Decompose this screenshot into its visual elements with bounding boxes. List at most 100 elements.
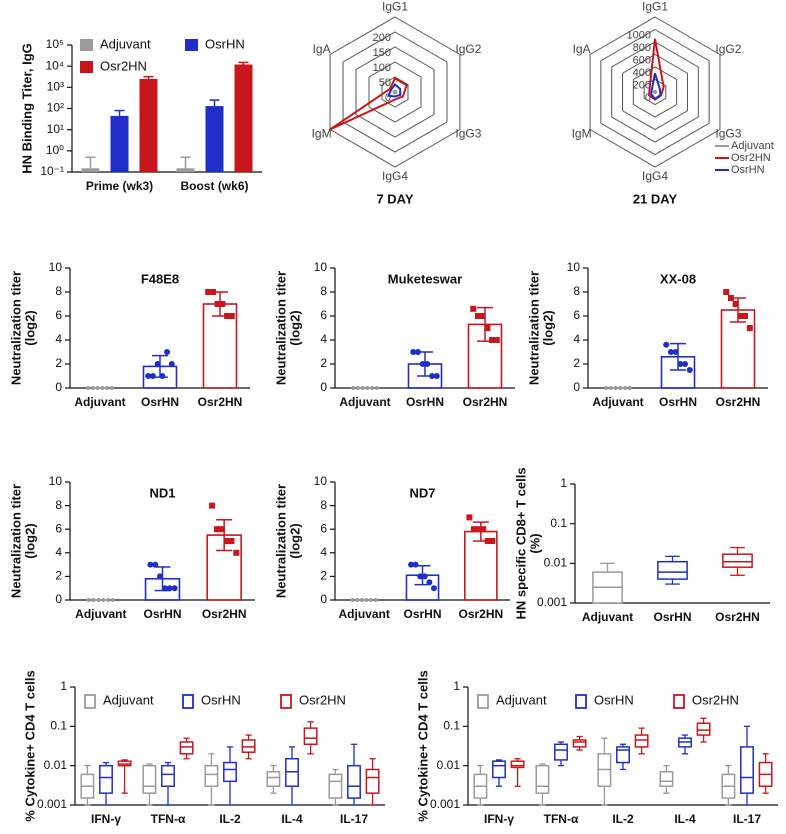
y-tick-label: 10⁰ xyxy=(46,143,64,157)
y-axis-label: (%) xyxy=(527,533,542,553)
y-axis-label: HN Binding Titer, IgG xyxy=(19,43,34,173)
x-tick-label: TFN-α xyxy=(544,812,579,826)
y-tick-label: 0 xyxy=(320,592,327,606)
box xyxy=(616,746,630,764)
x-tick-label: Osr2HN xyxy=(715,610,760,624)
legend-label: Osr2HN xyxy=(299,692,346,707)
chart-title: Muketeswar xyxy=(388,271,462,286)
data-point xyxy=(604,386,609,390)
radar-axis-label: IgG1 xyxy=(642,0,668,13)
legend-label: Osr2HN xyxy=(100,58,147,73)
y-tick-label: 0.001 xyxy=(37,797,67,811)
legend-swatch xyxy=(80,39,93,51)
x-tick-label: OsrHN xyxy=(143,607,181,621)
x-tick-label: Boost (wk6) xyxy=(180,179,248,193)
data-point xyxy=(737,313,744,319)
data-point xyxy=(223,538,230,544)
data-point xyxy=(166,585,173,592)
data-point xyxy=(433,373,440,379)
data-point xyxy=(350,598,355,602)
box xyxy=(179,741,194,755)
chart-title: 7 DAY xyxy=(376,191,413,206)
y-tick-label: 1 xyxy=(60,679,67,693)
data-point xyxy=(484,325,491,331)
legend-swatch xyxy=(185,39,198,51)
radar-series xyxy=(392,89,398,95)
legend-label: Adjuvant xyxy=(100,36,151,51)
y-tick-label: 2 xyxy=(573,356,580,370)
data-point xyxy=(96,598,101,602)
data-point xyxy=(429,373,436,379)
data-point xyxy=(224,313,231,319)
x-tick-label: IL-2 xyxy=(612,812,634,826)
data-point xyxy=(209,289,216,295)
data-point xyxy=(106,598,111,602)
r-tick-label: 0 xyxy=(645,92,651,104)
y-tick-label: 0.01 xyxy=(437,758,461,772)
data-point xyxy=(365,386,370,390)
data-point xyxy=(475,526,482,533)
x-tick-label: OsrHN xyxy=(403,607,441,621)
data-point xyxy=(742,313,749,319)
x-tick-label: Adjuvant xyxy=(338,607,389,621)
y-tick-label: 10⁴ xyxy=(45,58,64,72)
data-point xyxy=(213,526,220,533)
box xyxy=(223,761,237,783)
x-tick-label: Osr2HN xyxy=(202,607,247,621)
data-point xyxy=(86,386,91,390)
data-point xyxy=(168,361,175,367)
radar-axis-label: IgA xyxy=(313,42,331,56)
legend-label: Adjuvant xyxy=(496,692,547,707)
legend-label: Osr2HN xyxy=(692,692,739,707)
radar-ring xyxy=(622,53,688,131)
y-tick-label: 8 xyxy=(55,498,62,512)
legend-swatch xyxy=(80,61,93,73)
radar-series xyxy=(652,89,658,95)
legend-label: Osr2HN xyxy=(731,152,771,164)
box xyxy=(572,739,587,748)
radar-ring xyxy=(381,76,409,108)
data-point xyxy=(228,313,235,319)
data-point xyxy=(479,313,486,319)
radar-ring xyxy=(329,16,461,168)
legend-swatch xyxy=(575,694,587,709)
x-tick-label: Adjuvant xyxy=(75,607,126,621)
x-tick-label: Osr2HN xyxy=(198,395,243,409)
data-point xyxy=(723,289,730,295)
data-point xyxy=(95,386,100,390)
x-tick-label: Adjuvant xyxy=(74,395,125,409)
y-tick-label: 0.1 xyxy=(50,719,67,733)
y-tick-label: 10 xyxy=(49,260,63,274)
data-point xyxy=(470,526,477,533)
radar-axis-label: IgA xyxy=(573,42,591,56)
data-point xyxy=(426,579,433,586)
data-point xyxy=(164,349,171,355)
r-tick-label: 1000 xyxy=(627,29,651,41)
y-tick-label: 10 xyxy=(567,260,581,274)
radar-axis-label: IgG2 xyxy=(715,42,741,56)
y-tick-label: 4 xyxy=(320,332,327,346)
r-tick-label: 150 xyxy=(373,47,391,59)
box xyxy=(99,764,113,794)
data-point xyxy=(613,386,618,390)
r-tick-label: 200 xyxy=(373,32,391,44)
data-point xyxy=(355,598,360,602)
data-point xyxy=(161,585,168,592)
box xyxy=(696,722,711,736)
y-tick-label: 2 xyxy=(55,569,62,583)
data-point xyxy=(105,386,110,390)
y-tick-label: 0.001 xyxy=(537,595,567,609)
data-point xyxy=(493,337,500,343)
y-axis-label: Neutralization titer xyxy=(273,484,288,598)
y-tick-label: 4 xyxy=(573,332,580,346)
y-tick-label: 0.1 xyxy=(550,516,567,530)
x-tick-label: IL-17 xyxy=(733,812,761,826)
y-axis-label: (log2) xyxy=(287,310,302,345)
chart-title: 21 DAY xyxy=(633,191,678,206)
legend-swatch xyxy=(477,694,489,709)
data-point xyxy=(370,386,375,390)
data-point xyxy=(149,373,156,379)
data-point xyxy=(430,585,437,592)
y-tick-label: 0 xyxy=(55,592,62,606)
y-tick-label: 4 xyxy=(320,545,327,559)
